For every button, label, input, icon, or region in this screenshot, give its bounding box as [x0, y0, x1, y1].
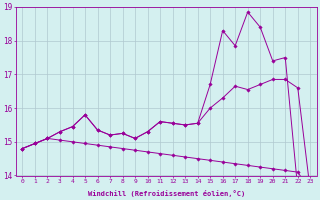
- X-axis label: Windchill (Refroidissement éolien,°C): Windchill (Refroidissement éolien,°C): [88, 190, 245, 197]
